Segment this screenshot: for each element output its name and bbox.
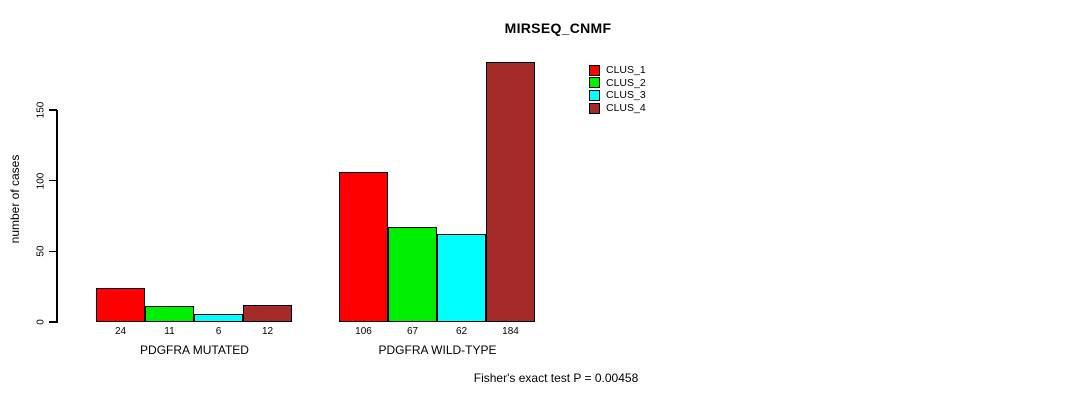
bar-clus_3-1 <box>194 314 243 322</box>
y-tick <box>49 250 57 253</box>
y-axis-line <box>56 110 58 323</box>
legend-label: CLUS_4 <box>606 102 646 115</box>
bar-value-label: 12 <box>261 326 274 337</box>
bar-clus_2-2 <box>388 227 437 322</box>
bar-value-label: 6 <box>215 326 222 337</box>
legend-label: CLUS_3 <box>606 89 646 102</box>
y-tick-label: 150 <box>35 101 47 119</box>
bar-value-label: 11 <box>164 326 175 337</box>
legend: CLUS_1 CLUS_2 CLUS_3 CLUS_4 <box>589 64 646 114</box>
category-label: PDGFRA MUTATED <box>140 343 249 357</box>
legend-label: CLUS_1 <box>606 64 646 77</box>
bar-value-label: 24 <box>114 326 127 337</box>
legend-swatch-icon <box>589 89 600 101</box>
bar-clus_4-1 <box>243 305 292 322</box>
bar-value-label: 106 <box>355 326 372 337</box>
y-axis-label: number of cases <box>8 154 22 244</box>
y-tick-label: 0 <box>35 319 47 325</box>
y-tick-label: 100 <box>35 172 47 189</box>
bar-clus_3-2 <box>437 234 486 322</box>
y-tick <box>49 179 57 182</box>
bar-value-label: 62 <box>455 326 468 337</box>
legend-row: CLUS_4 <box>589 102 646 115</box>
legend-swatch-icon <box>589 77 600 89</box>
legend-swatch-icon <box>589 102 600 114</box>
category-label: PDGFRA WILD-TYPE <box>378 343 497 357</box>
bar-clus_4-2 <box>486 62 535 322</box>
fisher-test-annotation: Fisher's exact test P = 0.00458 <box>473 371 639 385</box>
bar-value-label: 67 <box>406 326 419 337</box>
bar-clus_1-1 <box>96 288 145 322</box>
legend-row: CLUS_2 <box>589 77 646 90</box>
bar-value-label: 184 <box>502 326 519 337</box>
bar-clus_2-1 <box>145 306 194 322</box>
y-tick-label: 50 <box>35 245 47 257</box>
bar-clus_1-2 <box>339 172 388 322</box>
legend-swatch-icon <box>589 64 600 76</box>
y-tick <box>49 109 57 111</box>
legend-row: CLUS_3 <box>589 89 646 102</box>
legend-row: CLUS_1 <box>589 64 646 77</box>
y-tick <box>49 321 57 323</box>
chart-title: MIRSEQ_CNMF <box>504 20 612 36</box>
legend-label: CLUS_2 <box>606 76 646 89</box>
